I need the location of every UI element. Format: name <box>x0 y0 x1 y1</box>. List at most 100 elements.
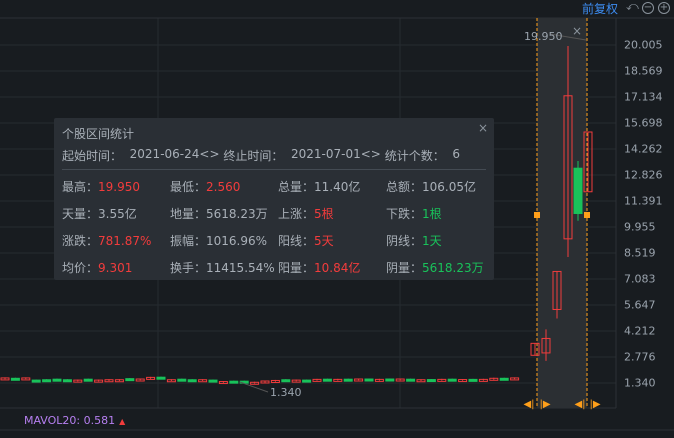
candle-body <box>530 342 540 356</box>
undo-icon[interactable]: ⤺ <box>626 0 639 13</box>
stat-item: 最高：19.950 <box>62 178 170 195</box>
candle-body <box>458 379 468 383</box>
start-value: 2021-06-24 <box>129 147 200 161</box>
candle-body <box>62 379 72 383</box>
stat-key: 阴线： <box>386 234 423 248</box>
stat-value: 106.05亿 <box>422 180 477 194</box>
candle-body <box>333 378 343 382</box>
price-tick-label: 7.083 <box>624 272 656 286</box>
toolbar: 前复权 ⤺ − + <box>582 0 674 16</box>
candle-body <box>291 379 301 383</box>
candle-body <box>31 379 41 383</box>
stat-value: 2.560 <box>206 180 241 194</box>
stat-item: 涨跌：781.87% <box>62 232 170 249</box>
drag-arrow-icon[interactable]: |▶ <box>589 399 600 410</box>
stat-value: 5618.23万 <box>206 207 268 221</box>
stat-key: 涨跌： <box>62 234 99 248</box>
candle-body <box>260 380 270 384</box>
start-label: 起始时间： <box>62 149 123 163</box>
price-tick-label: 15.698 <box>624 116 663 130</box>
count-label: 统计个数： <box>384 149 445 163</box>
close-icon[interactable]: × <box>477 121 488 135</box>
range-stats-panel: 个股区间统计 × 起始时间： 2021-06-24 <> 终止时间： 2021-… <box>54 118 494 280</box>
candle-body <box>146 376 156 380</box>
stat-item: 最低：2.560 <box>170 178 278 195</box>
candle-body <box>406 378 416 382</box>
candle-body <box>94 379 104 383</box>
candle-body <box>322 378 332 382</box>
end-value: 2021-07-01 <box>291 147 361 161</box>
stat-key: 阳线： <box>278 234 315 248</box>
stat-key: 上涨： <box>278 207 315 221</box>
price-tick-label: 4.212 <box>624 324 656 338</box>
candle-body <box>354 378 364 382</box>
candle-body <box>198 379 208 383</box>
candle-body <box>52 378 62 382</box>
stat-item: 换手：11415.54% <box>170 259 278 276</box>
candle-body <box>135 378 145 382</box>
stat-key: 总量： <box>278 180 315 194</box>
candle-body <box>426 379 436 383</box>
candle-body <box>229 380 239 384</box>
candle-body <box>104 379 114 383</box>
price-tick-label: 18.569 <box>624 64 663 78</box>
end-stepper[interactable]: <> <box>360 147 385 161</box>
stat-item: 阳线：5天 <box>278 232 386 249</box>
candle-body <box>187 379 197 383</box>
stat-value: 5618.23万 <box>422 261 484 275</box>
candle-body <box>447 378 457 382</box>
candle-body <box>250 381 260 385</box>
candle-body <box>416 379 426 383</box>
candle-body <box>478 378 488 382</box>
stat-item: 地量：5618.23万 <box>170 205 278 222</box>
adjust-mode-button[interactable]: 前复权 <box>581 1 618 16</box>
start-stepper[interactable]: <> <box>199 147 224 161</box>
candle-body <box>343 378 353 382</box>
candle-body <box>583 131 593 193</box>
zoom-out-icon[interactable]: − <box>642 2 654 14</box>
stat-value: 9.301 <box>98 261 133 275</box>
price-tick-label: 1.340 <box>624 376 656 390</box>
stat-value: 11415.54% <box>206 261 275 275</box>
candle-body <box>218 381 228 385</box>
stat-value: 1016.96% <box>206 234 268 248</box>
drag-arrow-icon[interactable]: ◀| <box>574 399 585 410</box>
selection-handle <box>534 212 540 218</box>
candle-body <box>281 379 291 383</box>
stat-value: 3.55亿 <box>98 207 137 221</box>
drag-arrow-icon[interactable]: ◀| <box>523 399 534 410</box>
price-tick-label: 8.519 <box>624 246 656 260</box>
panel-title: 个股区间统计 <box>62 127 135 141</box>
price-tick-label: 12.826 <box>624 168 663 182</box>
candle-body <box>270 379 280 383</box>
stat-key: 天量： <box>62 207 99 221</box>
price-tick-label: 5.647 <box>624 298 656 312</box>
candle-body <box>563 95 573 240</box>
candle-body <box>510 377 520 381</box>
candle-body <box>573 167 583 214</box>
selection-close-icon[interactable]: × <box>572 24 583 38</box>
candle-body <box>499 377 509 381</box>
stat-key: 阳量： <box>278 261 315 275</box>
price-tick-label: 11.391 <box>624 194 663 208</box>
stat-value: 11.40亿 <box>314 180 361 194</box>
stats-grid: 最高：19.950 最低：2.560 总量：11.40亿 总额：106.05亿 天量：3… <box>62 173 486 281</box>
high-leader-line <box>549 33 587 41</box>
price-tick-label: 14.262 <box>624 142 663 156</box>
stat-item: 阴量：5618.23万 <box>386 259 494 276</box>
stat-value: 1根 <box>422 207 442 221</box>
candle-body <box>125 378 135 382</box>
candle-body <box>468 378 478 382</box>
stat-item: 总额：106.05亿 <box>386 178 494 195</box>
price-tick-label: 9.955 <box>624 220 656 234</box>
candle-body <box>10 377 20 381</box>
stat-key: 最低： <box>170 180 207 194</box>
candle-body <box>42 379 52 383</box>
zoom-in-icon[interactable]: + <box>658 2 670 14</box>
low-leader-line <box>239 381 269 393</box>
range-row: 起始时间： 2021-06-24 <> 终止时间： 2021-07-01 <> … <box>62 147 460 164</box>
drag-arrow-icon[interactable]: |▶ <box>539 399 550 410</box>
candle-body <box>177 378 187 382</box>
stat-value: 10.84亿 <box>314 261 361 275</box>
end-label: 终止时间： <box>223 149 284 163</box>
